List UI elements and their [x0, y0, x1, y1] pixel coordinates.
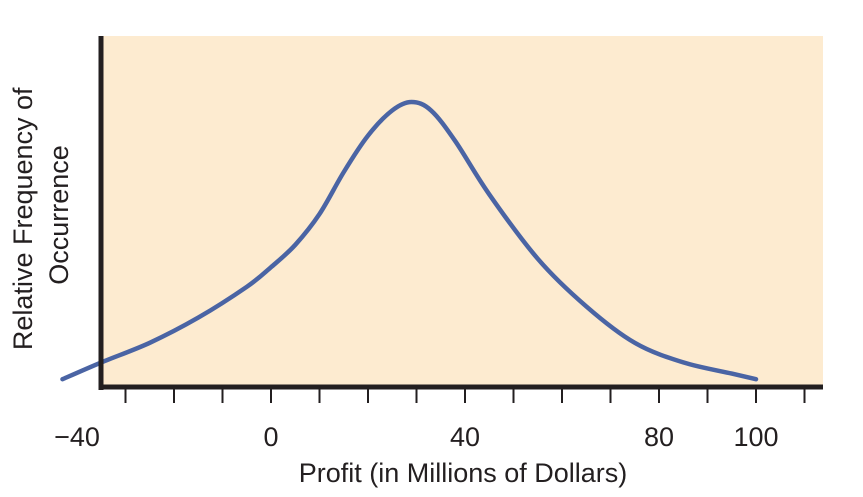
x-tick-label: 100 — [733, 422, 778, 452]
x-tick-label: 40 — [450, 422, 480, 452]
series-layer — [60, 99, 759, 382]
x-axis-ticks — [124, 387, 806, 403]
plot-area-background — [101, 36, 823, 387]
y-axis-title-line-2: Occurrence — [44, 145, 74, 285]
y-axis-title: Relative Frequency of Occurrence — [8, 80, 74, 350]
y-axis-title-line-1: Relative Frequency of — [8, 87, 38, 350]
x-axis-tick-labels: −40 0 40 80 100 — [54, 422, 778, 452]
x-tick-label: 0 — [263, 422, 278, 452]
x-tick-label: −40 — [54, 422, 100, 452]
distribution-curve — [60, 99, 759, 382]
x-axis-title: Profit (in Millions of Dollars) — [299, 458, 628, 488]
x-tick-label: 80 — [644, 422, 674, 452]
